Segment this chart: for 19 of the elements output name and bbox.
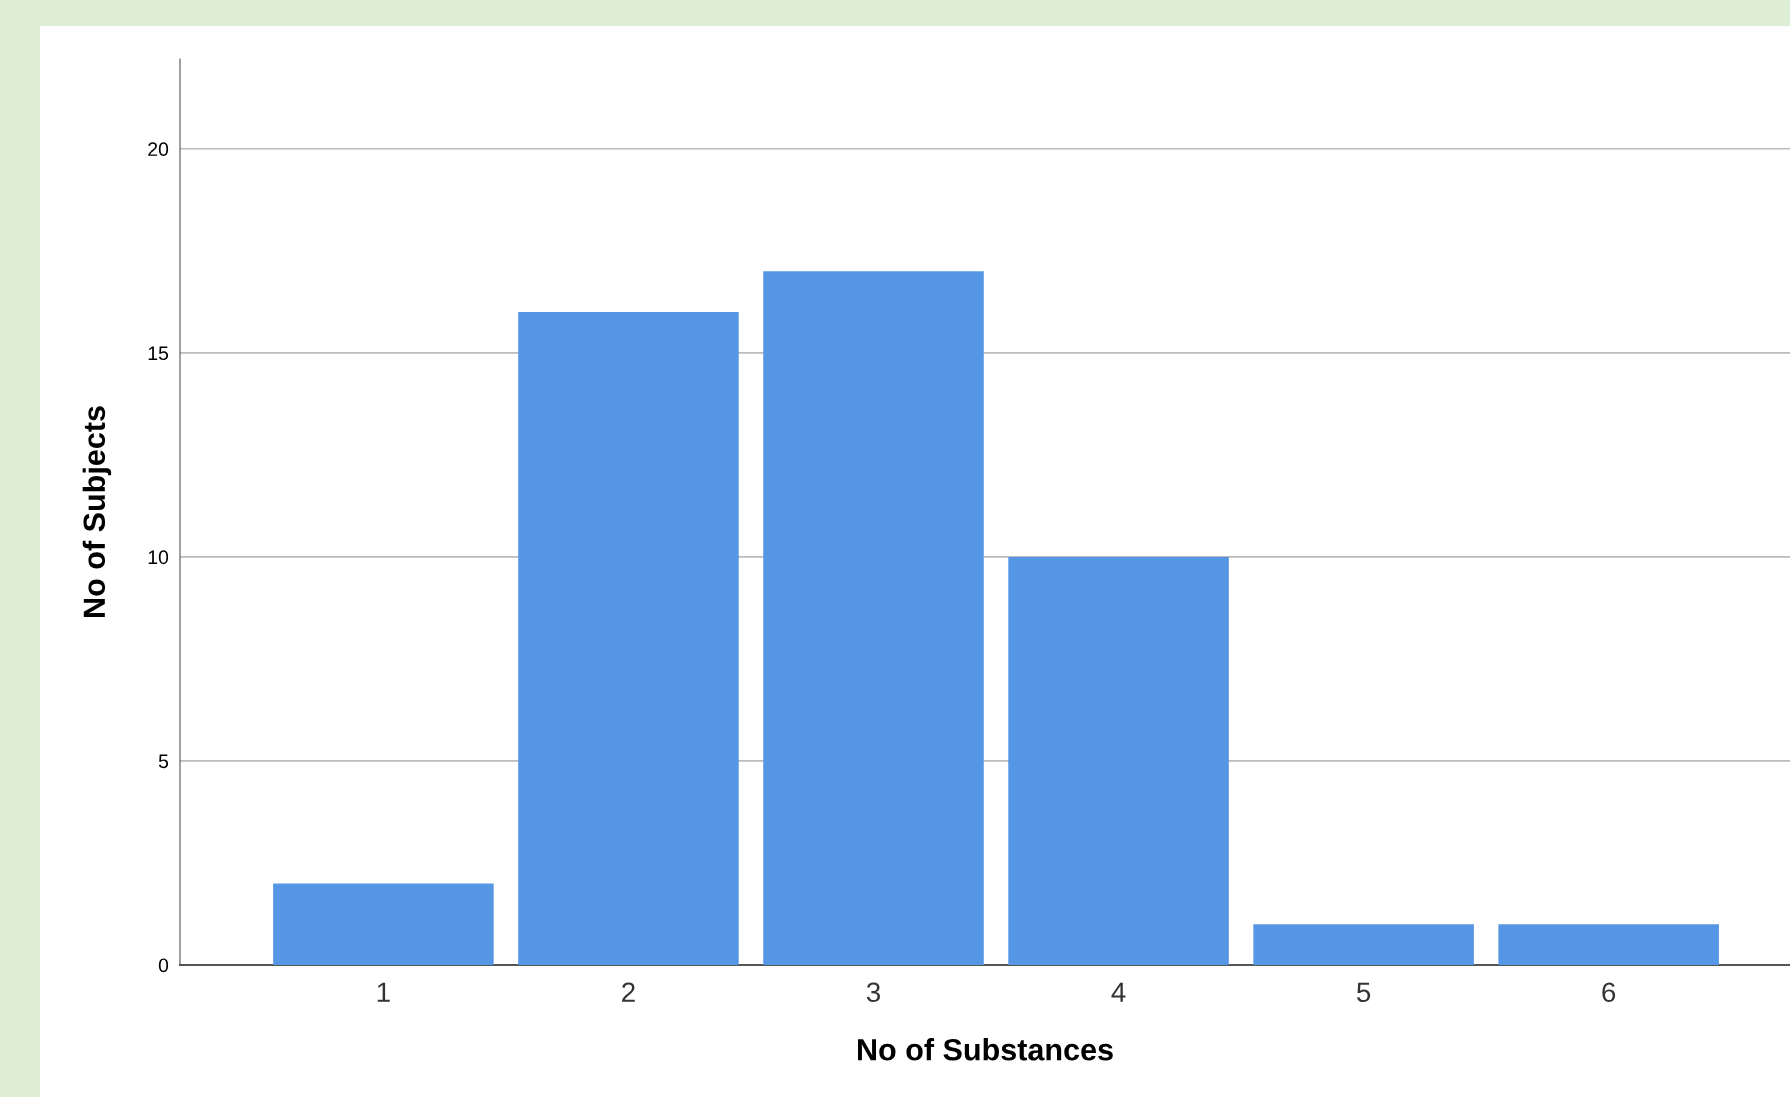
x-tick-label: 3 (866, 982, 880, 1003)
bar (1498, 924, 1719, 965)
bar (518, 312, 739, 965)
x-tick-label: 6 (1602, 982, 1616, 1003)
y-tick-label: 0 (158, 958, 169, 973)
y-axis-title: No of Subjects (82, 406, 112, 617)
x-axis-title: No of Substances (858, 1038, 1113, 1061)
x-tick-label: 4 (1111, 982, 1126, 1002)
y-tick-label: 15 (148, 346, 169, 361)
bar (763, 271, 984, 965)
x-tick-label: 2 (622, 982, 635, 1002)
x-tick-label: 1 (377, 982, 390, 1002)
y-tick-label: 10 (148, 550, 169, 565)
bar (1008, 556, 1229, 965)
bar (1253, 924, 1474, 965)
x-tick-label: 5 (1356, 982, 1371, 1003)
y-tick-label: 20 (148, 142, 169, 157)
y-tick-label: 5 (158, 754, 169, 769)
bar (273, 883, 494, 965)
